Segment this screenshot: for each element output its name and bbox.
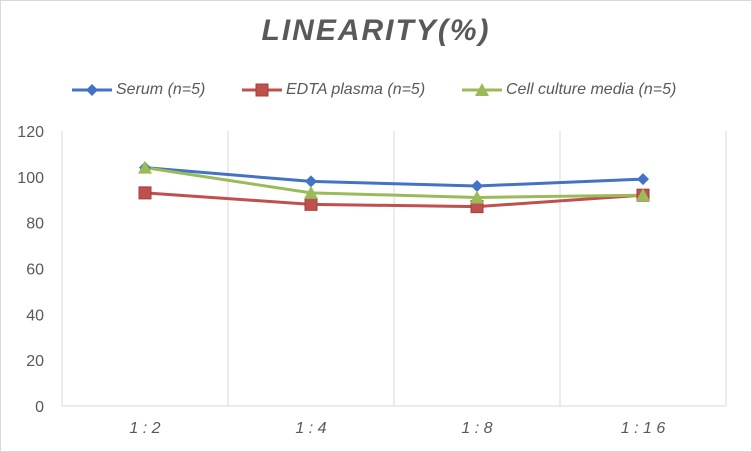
data-point-serum xyxy=(637,173,649,186)
data-point-cell-culture-media xyxy=(138,160,152,174)
legend-label-serum: Serum (n=5) xyxy=(116,81,206,98)
data-point-edta-plasma xyxy=(304,197,318,211)
data-point-serum xyxy=(305,175,317,188)
data-point-cell-culture-media xyxy=(636,188,650,202)
y-tick-label: 60 xyxy=(26,262,44,279)
y-tick-label: 20 xyxy=(26,353,44,370)
series-line-serum xyxy=(144,166,644,188)
x-tick-label: 1 : 4 xyxy=(295,420,326,437)
y-tick-label: 120 xyxy=(17,124,44,141)
x-tick-label: 1 : 1 6 xyxy=(621,420,666,437)
data-point-edta-plasma xyxy=(138,186,152,200)
legend-label-cell-culture-media: Cell culture media (n=5) xyxy=(506,81,677,98)
data-point-serum xyxy=(471,180,483,192)
legend-item-serum: Serum (n=5) xyxy=(70,76,205,104)
series-line-edta-plasma xyxy=(144,191,644,209)
x-tick-label: 1 : 8 xyxy=(461,420,492,437)
chart-legend: Serum (n=5) EDTA plasma (n=5) Cell cultu… xyxy=(0,76,752,104)
legend-item-cell-culture-media: Cell culture media (n=5) xyxy=(460,76,676,104)
y-tick-label: 100 xyxy=(17,170,44,187)
y-tick-label: 0 xyxy=(35,399,44,416)
data-point-cell-culture-media xyxy=(470,190,484,204)
legend-swatch-cell-culture-media xyxy=(462,83,502,96)
series-line-cell-culture-media xyxy=(144,166,644,199)
y-tick-label: 80 xyxy=(26,216,44,233)
legend-label-edta-plasma: EDTA plasma (n=5) xyxy=(286,81,426,98)
legend-swatch-edta-plasma xyxy=(242,83,282,97)
legend-item-edta-plasma: EDTA plasma (n=5) xyxy=(240,76,425,104)
legend-swatch-serum xyxy=(72,84,112,96)
data-point-cell-culture-media xyxy=(304,185,318,199)
y-tick-label: 40 xyxy=(26,307,44,324)
chart-title: LINEARITY(%) xyxy=(261,14,491,47)
x-tick-label: 1 : 2 xyxy=(129,420,160,437)
